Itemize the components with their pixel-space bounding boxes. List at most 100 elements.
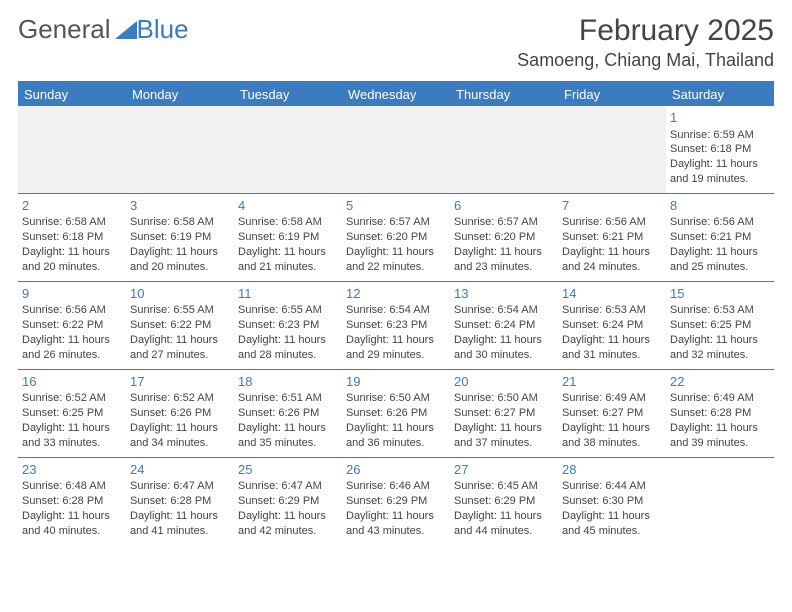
calendar-cell: 23Sunrise: 6:48 AMSunset: 6:28 PMDayligh… <box>18 457 126 544</box>
cell-line-ss: Sunset: 6:26 PM <box>130 406 230 421</box>
cell-line-d2: and 25 minutes. <box>670 260 770 275</box>
calendar-cell: 17Sunrise: 6:52 AMSunset: 6:26 PMDayligh… <box>126 369 234 457</box>
cell-line-sr: Sunrise: 6:46 AM <box>346 479 446 494</box>
cell-line-sr: Sunrise: 6:47 AM <box>130 479 230 494</box>
day-header: Tuesday <box>234 83 342 106</box>
cell-line-d1: Daylight: 11 hours <box>346 245 446 260</box>
day-number: 11 <box>238 285 338 303</box>
cell-line-d1: Daylight: 11 hours <box>454 245 554 260</box>
cell-line-d2: and 20 minutes. <box>22 260 122 275</box>
cell-line-d1: Daylight: 11 hours <box>238 245 338 260</box>
cell-line-d1: Daylight: 11 hours <box>238 421 338 436</box>
day-header-row: Sunday Monday Tuesday Wednesday Thursday… <box>18 83 774 106</box>
cell-line-sr: Sunrise: 6:58 AM <box>22 215 122 230</box>
calendar-cell: 21Sunrise: 6:49 AMSunset: 6:27 PMDayligh… <box>558 369 666 457</box>
cell-line-d1: Daylight: 11 hours <box>562 509 662 524</box>
cell-line-sr: Sunrise: 6:57 AM <box>454 215 554 230</box>
calendar-cell: 2Sunrise: 6:58 AMSunset: 6:18 PMDaylight… <box>18 193 126 281</box>
cell-line-ss: Sunset: 6:26 PM <box>346 406 446 421</box>
calendar-cell: 7Sunrise: 6:56 AMSunset: 6:21 PMDaylight… <box>558 193 666 281</box>
cell-line-d1: Daylight: 11 hours <box>454 333 554 348</box>
cell-line-sr: Sunrise: 6:50 AM <box>346 391 446 406</box>
cell-line-ss: Sunset: 6:22 PM <box>22 318 122 333</box>
day-number: 18 <box>238 373 338 391</box>
cell-line-d1: Daylight: 11 hours <box>130 509 230 524</box>
calendar-cell: 3Sunrise: 6:58 AMSunset: 6:19 PMDaylight… <box>126 193 234 281</box>
cell-line-sr: Sunrise: 6:53 AM <box>670 303 770 318</box>
cell-line-d1: Daylight: 11 hours <box>454 421 554 436</box>
calendar-cell <box>18 106 126 193</box>
day-number: 13 <box>454 285 554 303</box>
cell-line-d1: Daylight: 11 hours <box>670 157 770 172</box>
cell-line-d2: and 38 minutes. <box>562 436 662 451</box>
day-number: 2 <box>22 197 122 215</box>
cell-line-sr: Sunrise: 6:52 AM <box>130 391 230 406</box>
day-number: 1 <box>670 109 770 127</box>
day-header: Monday <box>126 83 234 106</box>
cell-line-d2: and 39 minutes. <box>670 436 770 451</box>
calendar-cell: 15Sunrise: 6:53 AMSunset: 6:25 PMDayligh… <box>666 281 774 369</box>
cell-line-ss: Sunset: 6:28 PM <box>130 494 230 509</box>
logo: General Blue <box>18 14 189 45</box>
calendar-cell: 19Sunrise: 6:50 AMSunset: 6:26 PMDayligh… <box>342 369 450 457</box>
cell-line-sr: Sunrise: 6:58 AM <box>130 215 230 230</box>
calendar-cell: 24Sunrise: 6:47 AMSunset: 6:28 PMDayligh… <box>126 457 234 544</box>
cell-line-ss: Sunset: 6:28 PM <box>670 406 770 421</box>
logo-text-blue: Blue <box>137 14 189 45</box>
cell-line-ss: Sunset: 6:27 PM <box>454 406 554 421</box>
calendar-cell <box>126 106 234 193</box>
cell-line-ss: Sunset: 6:19 PM <box>130 230 230 245</box>
day-header: Friday <box>558 83 666 106</box>
day-number: 26 <box>346 461 446 479</box>
cell-line-sr: Sunrise: 6:53 AM <box>562 303 662 318</box>
logo-triangle-icon <box>115 21 137 39</box>
cell-line-d1: Daylight: 11 hours <box>22 333 122 348</box>
cell-line-d1: Daylight: 11 hours <box>562 333 662 348</box>
cell-line-d2: and 24 minutes. <box>562 260 662 275</box>
cell-line-sr: Sunrise: 6:44 AM <box>562 479 662 494</box>
cell-line-d1: Daylight: 11 hours <box>346 509 446 524</box>
cell-line-sr: Sunrise: 6:49 AM <box>670 391 770 406</box>
calendar-cell: 18Sunrise: 6:51 AMSunset: 6:26 PMDayligh… <box>234 369 342 457</box>
day-number: 24 <box>130 461 230 479</box>
logo-text-general: General <box>18 14 111 45</box>
cell-line-d1: Daylight: 11 hours <box>238 333 338 348</box>
day-number: 22 <box>670 373 770 391</box>
cell-line-d2: and 43 minutes. <box>346 524 446 539</box>
day-header: Wednesday <box>342 83 450 106</box>
location: Samoeng, Chiang Mai, Thailand <box>517 50 774 71</box>
cell-line-d1: Daylight: 11 hours <box>670 333 770 348</box>
day-header: Thursday <box>450 83 558 106</box>
cell-line-ss: Sunset: 6:25 PM <box>670 318 770 333</box>
calendar-week-row: 9Sunrise: 6:56 AMSunset: 6:22 PMDaylight… <box>18 281 774 369</box>
cell-line-ss: Sunset: 6:26 PM <box>238 406 338 421</box>
cell-line-sr: Sunrise: 6:58 AM <box>238 215 338 230</box>
cell-line-sr: Sunrise: 6:50 AM <box>454 391 554 406</box>
cell-line-ss: Sunset: 6:18 PM <box>670 142 770 157</box>
calendar-cell: 12Sunrise: 6:54 AMSunset: 6:23 PMDayligh… <box>342 281 450 369</box>
cell-line-d2: and 19 minutes. <box>670 172 770 187</box>
cell-line-ss: Sunset: 6:21 PM <box>562 230 662 245</box>
calendar-cell: 20Sunrise: 6:50 AMSunset: 6:27 PMDayligh… <box>450 369 558 457</box>
cell-line-d2: and 42 minutes. <box>238 524 338 539</box>
cell-line-d2: and 31 minutes. <box>562 348 662 363</box>
calendar-table: Sunday Monday Tuesday Wednesday Thursday… <box>18 83 774 545</box>
cell-line-ss: Sunset: 6:22 PM <box>130 318 230 333</box>
cell-line-d2: and 32 minutes. <box>670 348 770 363</box>
cell-line-d1: Daylight: 11 hours <box>22 509 122 524</box>
cell-line-ss: Sunset: 6:20 PM <box>454 230 554 245</box>
calendar-cell: 11Sunrise: 6:55 AMSunset: 6:23 PMDayligh… <box>234 281 342 369</box>
cell-line-d1: Daylight: 11 hours <box>238 509 338 524</box>
cell-line-d1: Daylight: 11 hours <box>130 421 230 436</box>
cell-line-sr: Sunrise: 6:56 AM <box>670 215 770 230</box>
cell-line-ss: Sunset: 6:23 PM <box>238 318 338 333</box>
calendar-cell <box>342 106 450 193</box>
cell-line-ss: Sunset: 6:25 PM <box>22 406 122 421</box>
cell-line-d2: and 27 minutes. <box>130 348 230 363</box>
cell-line-d2: and 37 minutes. <box>454 436 554 451</box>
cell-line-d1: Daylight: 11 hours <box>346 421 446 436</box>
cell-line-ss: Sunset: 6:20 PM <box>346 230 446 245</box>
calendar-cell <box>234 106 342 193</box>
calendar-cell: 26Sunrise: 6:46 AMSunset: 6:29 PMDayligh… <box>342 457 450 544</box>
day-number: 15 <box>670 285 770 303</box>
